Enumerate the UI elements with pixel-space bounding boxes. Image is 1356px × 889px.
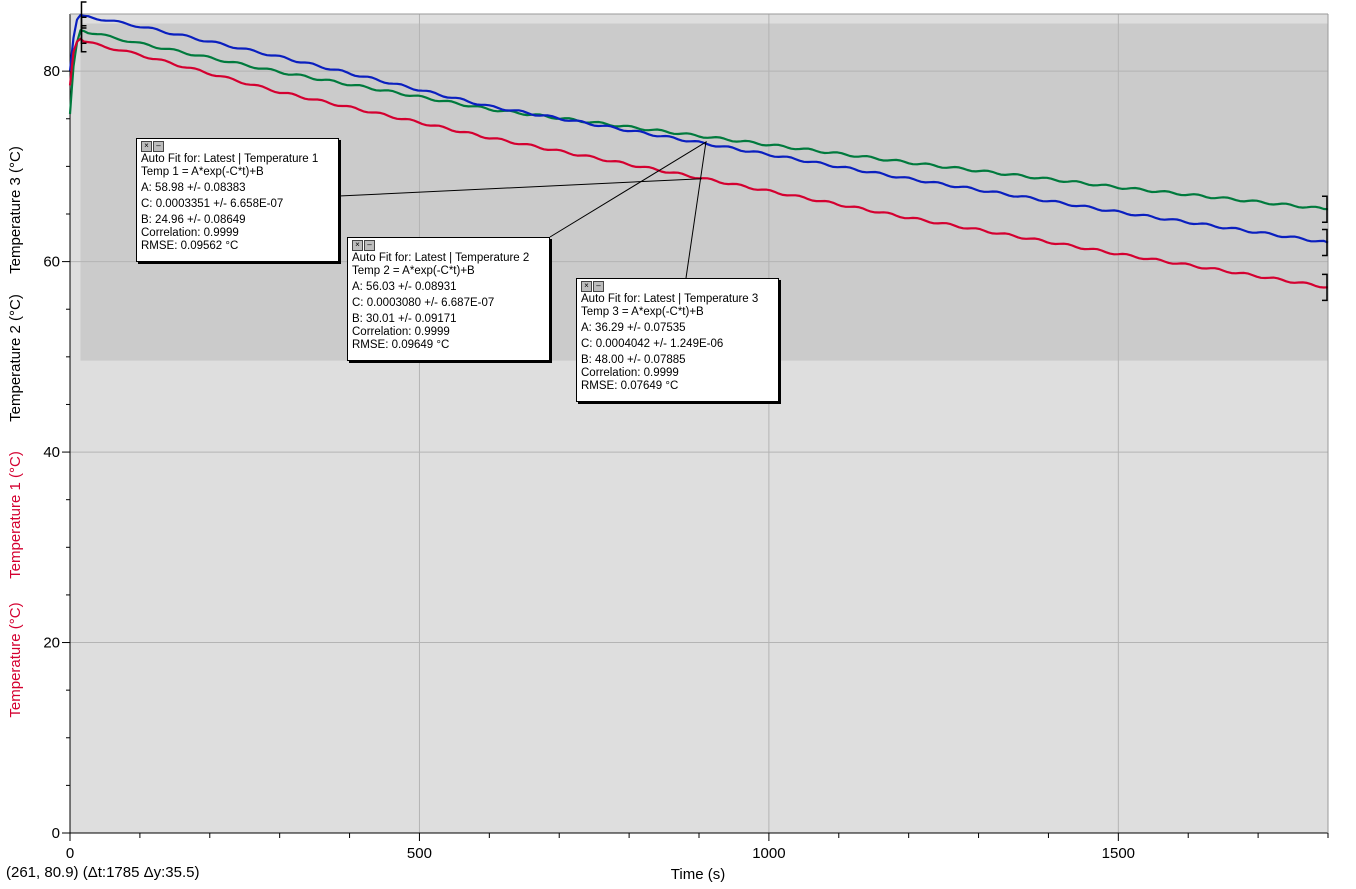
fit-equation: Temp 2 = A*exp(-C*t)+B <box>352 265 475 277</box>
close-icon[interactable]: × <box>581 281 592 292</box>
fit-param-b: B: 48.00 +/- 0.07885 <box>581 354 686 366</box>
fit-bracket-right <box>1322 228 1328 257</box>
x-axis-label: Time (s) <box>671 866 725 883</box>
fit-bracket-right <box>1322 273 1328 302</box>
y-axis-label: Temperature (°C) <box>7 602 24 717</box>
y-axis-label: Temperature 1 (°C) <box>7 451 24 579</box>
fit-bracket-left <box>80 1 87 29</box>
x-tick-label: 1000 <box>752 845 785 862</box>
y-tick-label: 60 <box>43 254 60 271</box>
fit-param-a: A: 56.03 +/- 0.08931 <box>352 281 457 293</box>
delta-readout: (Δt:1785 Δy:35.5) <box>82 864 200 881</box>
minimize-icon[interactable]: – <box>153 141 164 152</box>
x-tick-label: 0 <box>66 845 74 862</box>
y-axis-label: Temperature 2 (°C) <box>7 294 24 422</box>
fit-correlation: Correlation: 0.9999 <box>141 227 239 239</box>
fit-param-b: B: 24.96 +/- 0.08649 <box>141 214 246 226</box>
series-line <box>68 29 1329 211</box>
fit-param-c: C: 0.0004042 +/- 1.249E-06 <box>581 338 724 350</box>
fit-title: Auto Fit for: Latest | Temperature 3 <box>581 293 759 305</box>
series-line <box>68 37 1329 289</box>
fit-box-temperature-2[interactable]: × – Auto Fit for: Latest | Temperature 2 … <box>347 237 550 361</box>
close-icon[interactable]: × <box>352 240 363 251</box>
fit-rmse: RMSE: 0.09649 °C <box>352 339 450 351</box>
fit-leader-line <box>549 141 707 238</box>
x-tick-label: 1500 <box>1102 845 1135 862</box>
minimize-icon[interactable]: – <box>593 281 604 292</box>
fit-param-c: C: 0.0003351 +/- 6.658E-07 <box>141 198 284 210</box>
fit-box-temperature-3[interactable]: × – Auto Fit for: Latest | Temperature 3 … <box>576 278 779 402</box>
fit-rmse: RMSE: 0.09562 °C <box>141 240 239 252</box>
fit-equation: Temp 1 = A*exp(-C*t)+B <box>141 166 264 178</box>
x-tick-label: 500 <box>407 845 432 862</box>
y-axis-label: Temperature 3 (°C) <box>7 146 24 274</box>
fit-param-a: A: 58.98 +/- 0.08383 <box>141 182 246 194</box>
minimize-icon[interactable]: – <box>364 240 375 251</box>
fit-bracket-right <box>1322 195 1328 223</box>
fit-equation: Temp 3 = A*exp(-C*t)+B <box>581 306 704 318</box>
fit-correlation: Correlation: 0.9999 <box>352 326 450 338</box>
series-line <box>68 13 1329 244</box>
fit-leader-line <box>685 141 707 279</box>
y-tick-label: 0 <box>52 825 60 842</box>
fit-bracket-left <box>80 25 87 53</box>
fit-title: Auto Fit for: Latest | Temperature 1 <box>141 153 319 165</box>
fit-title: Auto Fit for: Latest | Temperature 2 <box>352 252 530 264</box>
fit-param-a: A: 36.29 +/- 0.07535 <box>581 322 686 334</box>
cursor-coordinates: (261, 80.9) <box>6 864 79 881</box>
fit-param-b: B: 30.01 +/- 0.09171 <box>352 313 457 325</box>
y-tick-label: 20 <box>43 635 60 652</box>
y-tick-label: 40 <box>43 444 60 461</box>
fit-rmse: RMSE: 0.07649 °C <box>581 380 679 392</box>
status-bar: (261, 80.9) (Δt:1785 Δy:35.5) <box>6 864 199 881</box>
y-tick-label: 80 <box>43 63 60 80</box>
fit-correlation: Correlation: 0.9999 <box>581 367 679 379</box>
fit-box-temperature-1[interactable]: × – Auto Fit for: Latest | Temperature 1 … <box>136 138 339 262</box>
fit-param-c: C: 0.0003080 +/- 6.687E-07 <box>352 297 495 309</box>
close-icon[interactable]: × <box>141 141 152 152</box>
